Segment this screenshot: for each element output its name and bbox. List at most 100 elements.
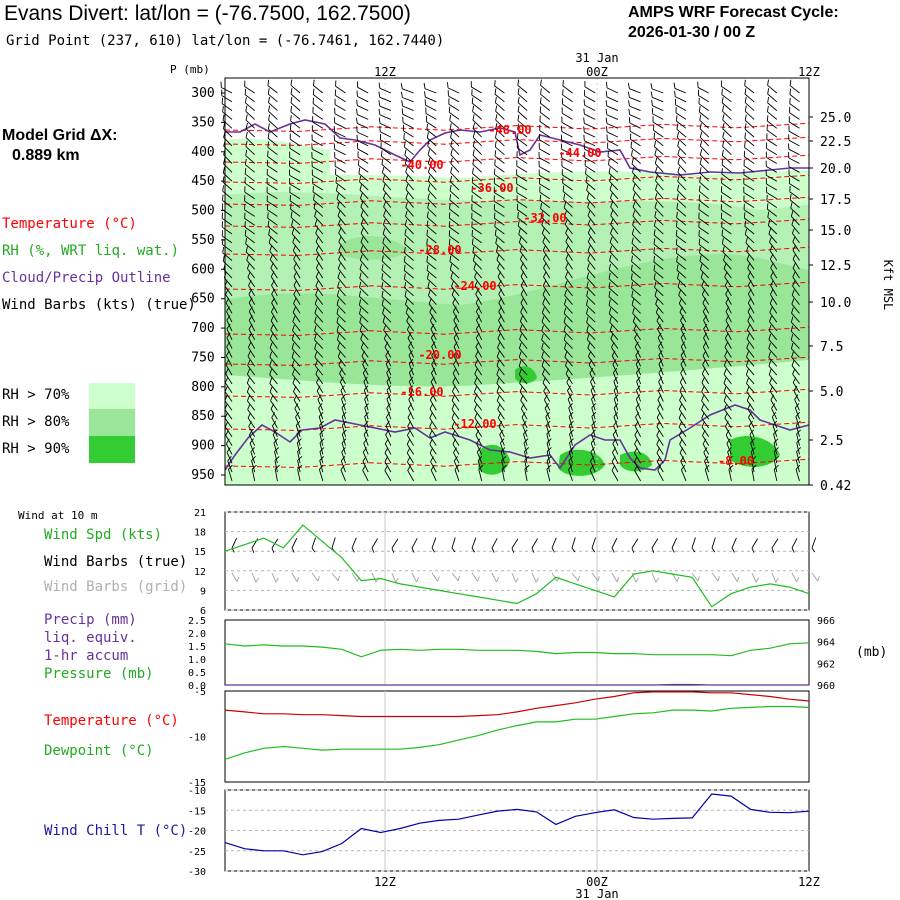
wind-barb — [698, 194, 709, 208]
wind-barb — [270, 271, 278, 288]
wind-barb-flag — [517, 88, 520, 95]
wind-barb-flag — [453, 323, 458, 330]
wind-barb-flag — [673, 82, 676, 89]
wind-barb-flag — [335, 176, 338, 183]
wind-barb — [452, 430, 460, 446]
wind-barb-flag — [566, 376, 571, 383]
wind-barb-staff — [268, 234, 278, 244]
wind-barb-flag — [610, 227, 613, 234]
wind-barb-flag — [429, 447, 434, 454]
wind-barb-flag — [245, 238, 248, 244]
wind-barb-staff — [613, 381, 619, 393]
wind-barb — [500, 447, 506, 464]
wind-barb-flag — [224, 421, 229, 428]
wind-barb — [750, 447, 756, 464]
wind-barb-flag — [289, 186, 291, 193]
wind-barb-staff — [543, 267, 551, 279]
wind-barb-staff — [494, 155, 505, 164]
wind-barb-flag — [678, 412, 682, 419]
wind-barb-staff — [337, 215, 346, 226]
wind-barb-flag — [635, 359, 641, 365]
wind-barb — [269, 386, 278, 402]
barb-staff — [551, 537, 557, 549]
wind-barb-flag — [493, 204, 495, 210]
wind-barb — [220, 81, 233, 94]
wind-barb-flag — [495, 132, 498, 138]
barb-flag — [416, 577, 420, 583]
wind-barb-flag — [743, 186, 745, 193]
wind-barb-flag — [613, 385, 619, 391]
wind-barb-flag — [613, 420, 618, 426]
wind-panel-tick-label: 6 — [200, 606, 206, 617]
wind-barb — [289, 178, 301, 191]
wind-barb-staff — [246, 383, 256, 393]
wind-barb — [406, 438, 414, 455]
wind-barb-flag — [767, 219, 771, 226]
wind-barb-staff — [651, 88, 664, 94]
wind-barb-staff — [751, 469, 755, 481]
wind-barb-flag — [723, 403, 728, 410]
wind-barb — [631, 282, 641, 297]
wind-barb-staff — [610, 233, 619, 244]
wind-barb — [560, 143, 573, 156]
wind-barb-flag — [543, 394, 548, 400]
wind-barb — [722, 114, 732, 129]
wind-barb-flag — [472, 140, 476, 147]
wind-barb-flag — [520, 394, 524, 401]
wind-barb-staff — [406, 443, 414, 455]
wind-barb — [246, 386, 256, 402]
wind-barb — [268, 114, 278, 129]
wind-barb-staff — [796, 433, 800, 446]
wind-barb-staff — [744, 217, 755, 226]
wind-barb-flag — [546, 456, 552, 461]
wind-barb — [524, 456, 530, 473]
wind-barb — [679, 376, 687, 393]
wind-barb-staff — [499, 434, 505, 446]
wind-barb-staff — [318, 416, 324, 429]
barb-flag — [697, 576, 700, 582]
wind-barb-staff — [336, 339, 346, 349]
wind-barb-flag — [297, 456, 303, 461]
wind-barb-flag — [400, 91, 403, 98]
wind-barb-staff — [337, 286, 346, 297]
wind-barb-flag — [403, 264, 406, 271]
wind-barb-staff — [270, 408, 278, 420]
wind-barb-staff — [450, 277, 460, 288]
wind-barb-staff — [609, 321, 619, 332]
wind-barb-flag — [334, 152, 336, 158]
wind-barb-flag — [248, 306, 253, 312]
wind-barb-staff — [402, 88, 414, 94]
wind-barb — [788, 134, 800, 147]
wind-barb-flag — [408, 350, 413, 356]
wind-barb-flag — [653, 273, 656, 280]
wind-barb-staff — [224, 417, 233, 429]
wind-barb-flag — [658, 341, 663, 347]
wind-barb — [789, 88, 800, 103]
wind-barb — [563, 193, 573, 208]
wind-barb — [474, 368, 483, 385]
wind-barb-flag — [334, 107, 336, 114]
wind-barb-staff — [629, 97, 641, 103]
wind-barb-staff — [472, 145, 483, 156]
wind-barb — [635, 412, 642, 429]
wind-barb-flag — [272, 420, 277, 427]
cs-ytick-label: 800 — [191, 380, 214, 395]
wind-barb-flag — [542, 289, 546, 295]
wind-barb-staff — [494, 93, 505, 103]
wind-barb-staff — [725, 329, 732, 341]
wind-barb — [561, 169, 573, 182]
wind-barb — [228, 464, 233, 482]
wind-barb — [631, 290, 641, 305]
wind-barb — [384, 465, 392, 482]
wind-barb-staff — [768, 233, 778, 244]
wind-barb — [721, 158, 732, 173]
wind-barb — [383, 201, 392, 217]
wind-barb — [403, 273, 414, 288]
wind-barb-staff — [517, 93, 528, 103]
wind-barb-flag — [539, 97, 542, 104]
legend-temperature: Temperature (°C) — [2, 216, 137, 232]
wind-barb-flag — [290, 211, 293, 218]
wind-barb — [338, 254, 346, 270]
wind-barb-staff — [746, 400, 755, 411]
wind-barb-flag — [403, 133, 405, 139]
